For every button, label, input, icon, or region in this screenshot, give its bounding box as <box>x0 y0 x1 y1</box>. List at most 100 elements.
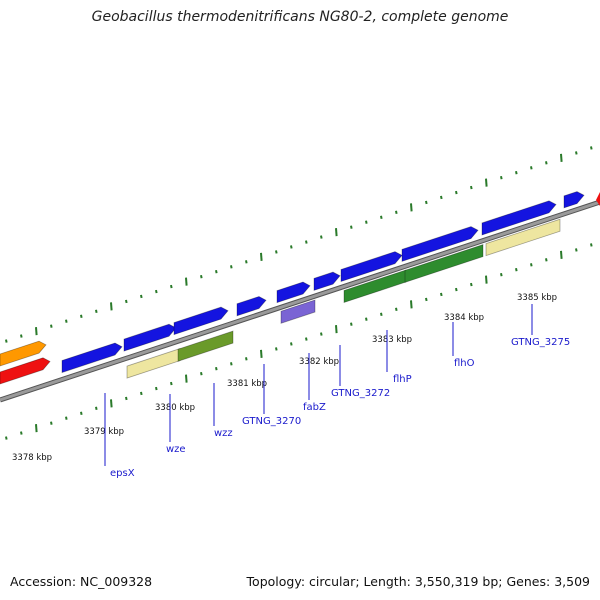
accession-value: NC_009328 <box>80 574 153 589</box>
scale-tick-upper <box>440 195 443 200</box>
scale-tick-upper <box>545 161 548 165</box>
scale-tick-lower <box>215 367 218 371</box>
gene-arrow-wzz <box>173 306 229 336</box>
gene-arrow-fabz <box>276 281 311 304</box>
scale-label: 3385 kbp <box>517 293 557 303</box>
scale-tick-upper <box>425 200 428 205</box>
gene-label: fabZ <box>303 402 326 413</box>
scale-tick-lower <box>65 416 68 420</box>
scale-tick-lower <box>35 424 38 433</box>
gene-arrow-wze <box>123 323 177 352</box>
gene-arrow-gtng3272 <box>313 271 341 291</box>
topology-label: Topology: <box>246 574 306 589</box>
gene-arrow-flhp <box>340 251 403 283</box>
scale-tick-lower <box>50 421 53 425</box>
gene-arrow-partial-red <box>596 192 600 206</box>
scale-tick-lower <box>260 349 263 358</box>
scale-tick-upper <box>455 190 458 195</box>
scale-tick-upper <box>80 314 83 318</box>
genes-value: 3,509 <box>554 574 590 589</box>
scale-tick-lower <box>440 292 443 297</box>
scale-tick-upper <box>380 215 383 219</box>
summary-separator-1: ; <box>355 574 360 589</box>
summary-separator-2: ; <box>498 574 503 589</box>
scale-tick-lower <box>200 371 203 376</box>
accession-text: Accession: NC_009328 <box>10 574 152 589</box>
scale-tick-upper <box>365 220 368 224</box>
gene-arrow-next <box>563 191 585 209</box>
scale-tick-upper <box>35 327 38 336</box>
scale-tick-upper <box>95 309 98 314</box>
scale-tick-lower <box>95 406 98 411</box>
gene-label: flhP <box>393 374 412 385</box>
scale-tick-lower <box>560 250 563 259</box>
gene-label: epsX <box>110 468 135 479</box>
scale-tick-upper <box>470 185 473 190</box>
scale-tick-lower <box>110 399 113 408</box>
scale-tick-upper <box>155 289 158 294</box>
scale-tick-upper <box>50 324 53 328</box>
scale-tick-lower <box>290 342 293 346</box>
scale-tick-lower <box>500 272 503 277</box>
scale-tick-lower <box>575 248 578 252</box>
scale-tick-upper <box>560 153 563 162</box>
scale-tick-lower <box>5 436 8 440</box>
genome-summary-text: Topology: circular; Length: 3,550,319 bp… <box>247 574 590 589</box>
gene-label: GTNG_3270 <box>242 416 301 427</box>
scale-tick-lower <box>380 312 383 316</box>
scale-tick-lower <box>320 332 323 336</box>
gene-arrow-flho <box>401 226 479 262</box>
feature-box-olive <box>177 330 234 362</box>
scale-label: 3383 kbp <box>372 335 412 345</box>
scale-tick-upper <box>65 319 68 323</box>
scale-tick-upper <box>515 171 518 175</box>
scale-tick-lower <box>275 347 278 351</box>
gene-arrow-epsx <box>61 342 123 374</box>
topology-value: circular <box>309 574 356 589</box>
feature-box-purple <box>280 299 316 324</box>
scale-tick-lower <box>545 258 548 262</box>
genes-label: Genes: <box>506 574 551 589</box>
scale-tick-lower <box>365 317 368 321</box>
accession-label: Accession: <box>10 574 77 589</box>
scale-tick-upper <box>575 151 578 155</box>
scale-tick-lower <box>185 374 188 383</box>
scale-tick-lower <box>335 325 338 334</box>
scale-tick-upper <box>125 299 128 304</box>
scale-tick-upper <box>350 225 353 229</box>
genome-title: Geobacillus thermodenitrificans NG80-2, … <box>91 9 509 25</box>
feature-box-green <box>404 244 484 283</box>
scale-tick-upper <box>20 334 23 338</box>
scale-tick-lower <box>140 391 143 396</box>
scale-tick-upper <box>170 284 173 289</box>
scale-tick-upper <box>500 175 503 180</box>
scale-tick-upper <box>410 203 413 212</box>
scale-tick-lower <box>155 386 158 391</box>
scale-tick-lower <box>425 297 428 302</box>
length-label: Length: <box>363 574 411 589</box>
scale-tick-lower <box>410 300 413 309</box>
scale-tick-upper <box>140 294 143 299</box>
scale-tick-lower <box>305 337 308 341</box>
scale-tick-lower <box>455 287 458 292</box>
scale-tick-upper <box>530 166 533 170</box>
length-value: 3,550,319 bp <box>414 574 499 589</box>
scale-tick-upper <box>215 270 218 274</box>
scale-tick-lower <box>590 243 593 247</box>
scale-label: 3378 kbp <box>12 453 52 463</box>
scale-tick-lower <box>470 282 473 287</box>
scale-label: 3382 kbp <box>299 357 339 367</box>
scale-tick-lower <box>515 268 518 272</box>
scale-tick-upper <box>290 245 293 249</box>
scale-tick-upper <box>5 339 8 343</box>
scale-tick-lower <box>245 357 248 361</box>
scale-tick-lower <box>20 431 23 435</box>
gene-label: GTNG_3272 <box>331 388 390 399</box>
scale-tick-upper <box>245 260 248 264</box>
scale-tick-upper <box>275 250 278 254</box>
scale-tick-upper <box>305 240 308 244</box>
scale-tick-upper <box>185 277 188 286</box>
scale-tick-lower <box>350 322 353 326</box>
